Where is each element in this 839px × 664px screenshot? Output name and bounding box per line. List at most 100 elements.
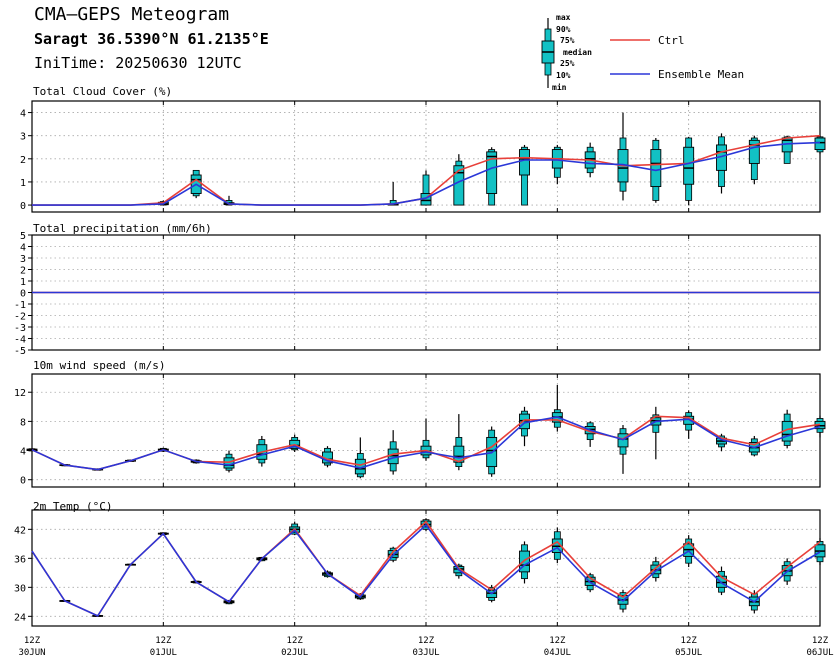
box-glyph [486, 147, 498, 206]
y-tick-label: 1 [20, 178, 26, 189]
mean-line [31, 523, 821, 617]
box-glyph [551, 144, 563, 185]
legend-box-label: max [556, 13, 571, 22]
box-25-75 [486, 151, 498, 194]
box-glyph [716, 133, 727, 194]
x-tick-label-time: 12Z [287, 636, 304, 646]
panel-0: Total Cloud Cover (%) 0 1 2 3 4 [20, 85, 826, 213]
y-tick-label: 36 [14, 554, 26, 565]
box-25-75 [519, 550, 530, 573]
box-glyph [387, 181, 399, 206]
box-25-75 [814, 137, 826, 151]
x-tick-label-date: 03JUL [412, 648, 439, 658]
panel-3: 2m Temp (°C) 24 30 36 42 [14, 500, 826, 627]
y-tick-label: 24 [14, 612, 26, 623]
box-glyph [453, 154, 465, 206]
meteogram-title: CMA–GEPS Meteogram [34, 4, 230, 25]
y-tick-label: 1 [20, 277, 26, 288]
legend-ctrl-label: Ctrl [658, 34, 685, 47]
y-tick-label: -1 [14, 300, 26, 311]
box-glyph [519, 144, 530, 206]
y-tick-label: 0 [20, 476, 26, 487]
mean-line [31, 416, 821, 471]
box-glyph [387, 430, 399, 475]
x-tick-label-time: 12Z [418, 636, 435, 646]
panel-title: 2m Temp (°C) [33, 500, 112, 513]
box-glyph [420, 418, 432, 461]
init-time-label: IniTime: 20250630 12UTC [34, 54, 242, 72]
y-tick-label: 8 [20, 417, 26, 428]
x-tick-label-date: 04JUL [544, 648, 571, 658]
box-glyph [584, 421, 596, 447]
y-tick-label: 4 [20, 447, 26, 458]
x-tick-label-date: 06JUL [806, 648, 833, 658]
box-25-75 [748, 139, 760, 164]
box-25-75 [519, 149, 530, 176]
box-glyph [814, 135, 826, 155]
y-tick-label: 4 [20, 243, 26, 254]
legend: max 90% 75% median 25% 10% min Ctrl Ensemble Mea… [541, 13, 744, 92]
panel-frame [31, 509, 821, 627]
box-glyph [354, 437, 366, 479]
panel-title: 10m wind speed (m/s) [33, 359, 165, 372]
x-tick-label-time: 12Z [549, 636, 566, 646]
legend-box-label: min [552, 82, 567, 92]
box-glyph [748, 135, 760, 185]
legend-box-label: median [563, 47, 592, 57]
panel-1: Total precipitation (mm/6h) -5-4-3-2-1012… [14, 222, 821, 357]
box-inner-10-90 [521, 146, 528, 206]
box-glyph [617, 112, 629, 201]
box-glyph [814, 538, 826, 566]
legend-mean-label: Ensemble Mean [658, 68, 744, 81]
x-tick-label-time: 12Z [155, 636, 172, 646]
y-tick-label: 42 [14, 525, 26, 536]
x-tick-label-time: 12Z [812, 636, 829, 646]
y-tick-label: 0 [20, 201, 26, 212]
mean-line [32, 141, 821, 206]
box-glyph [683, 410, 695, 439]
box-glyph [683, 136, 695, 206]
box-glyph [453, 414, 465, 471]
panel-title: Total Cloud Cover (%) [33, 85, 172, 98]
panel-2: 10m wind speed (m/s) 0 4 8 12 [14, 359, 826, 488]
y-tick-label: 0 [20, 289, 26, 300]
box-glyph [322, 446, 333, 468]
x-tick-label-date: 30JUN [18, 648, 45, 658]
y-tick-label: 2 [20, 266, 26, 277]
y-tick-label: -4 [14, 335, 26, 346]
box-glyph [486, 426, 498, 477]
y-tick-label: 3 [20, 254, 26, 265]
box-25-75 [453, 165, 465, 206]
box-glyph [617, 425, 629, 474]
y-tick-label: -5 [14, 346, 26, 357]
y-tick-label: 12 [14, 388, 26, 399]
y-tick-label: 2 [20, 155, 26, 166]
y-tick-label: -3 [14, 323, 26, 334]
box-glyph [420, 170, 432, 206]
panel-title: Total precipitation (mm/6h) [33, 222, 212, 235]
y-tick-label: 3 [20, 132, 26, 143]
box-25-75 [683, 146, 695, 185]
x-tick-label-time: 12Z [24, 636, 41, 646]
box-25-75 [650, 149, 662, 188]
box-glyph [289, 434, 301, 453]
legend-box-label: 10% [556, 71, 571, 80]
box-glyph [814, 415, 826, 438]
box-glyph [551, 384, 563, 432]
panel-frame [31, 100, 821, 213]
x-tick-label-time: 12Z [681, 636, 698, 646]
location-label: Saragt 36.5390°N 61.2135°E [34, 30, 269, 48]
box-glyph [781, 135, 793, 164]
legend-box-label: 75% [560, 36, 575, 45]
box-glyph [650, 406, 662, 460]
legend-box-label: 90% [556, 25, 571, 34]
y-tick-label: 30 [14, 583, 26, 594]
legend-box-label: 25% [560, 59, 575, 68]
x-tick-label-date: 02JUL [281, 648, 308, 658]
y-tick-label: 4 [20, 109, 26, 120]
box-glyph [716, 566, 727, 596]
x-tick-label-date: 01JUL [150, 648, 177, 658]
y-tick-label: -2 [14, 312, 26, 323]
x-tick-label-date: 05JUL [675, 648, 702, 658]
